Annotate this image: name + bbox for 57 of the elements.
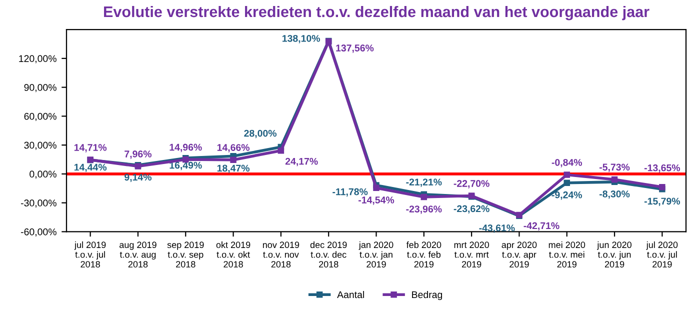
data-label: -0,84% xyxy=(552,158,582,168)
data-label: -5,73% xyxy=(600,164,630,172)
x-tick-label: jan 2020 t.o.v. jan 2019 xyxy=(358,241,394,268)
data-label: -8,30% xyxy=(600,190,630,199)
data-label: 24,17% xyxy=(285,158,318,166)
data-label: -11,78% xyxy=(332,188,368,197)
data-label: -23,96% xyxy=(406,206,442,214)
point xyxy=(659,184,666,190)
y-tick-label: 30,00% xyxy=(24,142,56,150)
data-label: -23,62% xyxy=(454,205,490,214)
data-label: 7,96% xyxy=(124,150,152,159)
point xyxy=(230,156,236,163)
legend-label: Bedrag xyxy=(412,290,442,300)
x-tick-label: aug 2019 t.o.v. aug 2018 xyxy=(120,242,156,268)
data-label: 138,10% xyxy=(282,34,320,44)
x-tick-label: apr 2020 t.o.v. apr 2019 xyxy=(502,242,537,268)
data-label: -14,54% xyxy=(358,196,394,205)
data-label: 16,49% xyxy=(170,162,202,170)
point xyxy=(278,148,284,154)
point xyxy=(564,180,570,186)
point xyxy=(420,194,428,200)
data-label: -13,65% xyxy=(644,164,680,173)
data-label: 14,66% xyxy=(217,144,250,152)
x-tick-label: sep 2019 t.o.v. sep 2018 xyxy=(167,242,204,268)
x-tick-label: feb 2020 t.o.v. feb 2019 xyxy=(406,241,442,268)
data-label: -42,71% xyxy=(524,222,560,231)
data-label: 14,96% xyxy=(170,144,202,152)
point xyxy=(564,172,570,178)
y-tick-label: -60,00% xyxy=(21,228,56,236)
legend-label: Aantal xyxy=(337,290,364,298)
data-label: -21,21% xyxy=(406,178,442,187)
y-tick-label: 120,00% xyxy=(19,55,56,64)
data-label: 14,44% xyxy=(74,164,107,172)
x-tick-label: mrt 2020 t.o.v. mrt 2019 xyxy=(454,242,490,268)
data-label: -43,61% xyxy=(479,224,515,233)
y-tick-label: -30,00% xyxy=(21,200,56,208)
data-label: 9,14% xyxy=(124,174,152,182)
x-tick-label: nov 2019 t.o.v. nov 2018 xyxy=(262,242,300,268)
y-tick-label: 90,00% xyxy=(24,84,56,92)
data-label: 18,47% xyxy=(217,164,250,174)
point xyxy=(611,176,618,183)
chart-title: Evolutie verstrekte kredieten t.o.v. dezelfde maand van het voorgaande jaar xyxy=(104,6,650,20)
x-tick-label: jul 2019 t.o.v. jul 2018 xyxy=(74,241,106,268)
x-tick-label: dec 2019 t.o.v. dec 2018 xyxy=(310,241,347,268)
x-tick-label: jul 2020 t.o.v. jul 2019 xyxy=(646,241,678,268)
point xyxy=(373,184,380,192)
data-label: 14,71% xyxy=(74,144,107,152)
data-label: -15,79% xyxy=(644,198,680,206)
x-tick-label: mei 2020 t.o.v. mei 2019 xyxy=(548,241,586,268)
x-tick-label: okt 2019 t.o.v. okt 2018 xyxy=(216,241,250,268)
x-tick-label: jun 2020 t.o.v. jun 2019 xyxy=(596,241,632,268)
y-tick-label: 0,00% xyxy=(30,170,56,179)
y-tick-label: 60,00% xyxy=(24,112,56,121)
data-label: -9,24% xyxy=(552,191,582,200)
data-label: 28,00% xyxy=(244,130,277,138)
data-label: 137,56% xyxy=(336,44,374,53)
data-label: -22,70% xyxy=(454,180,490,188)
